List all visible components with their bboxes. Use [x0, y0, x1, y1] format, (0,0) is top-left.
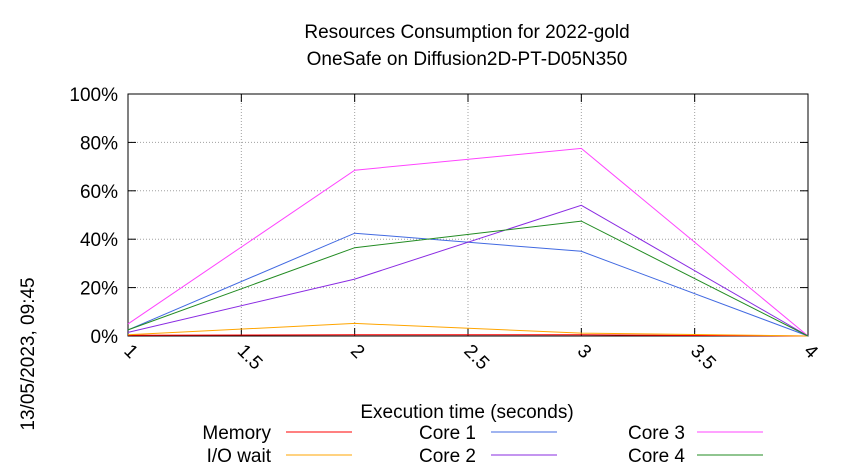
legend-label-core-2: Core 2 — [419, 446, 476, 467]
y-tick-label: 100% — [69, 85, 118, 106]
y-tick-label: 20% — [80, 279, 118, 300]
chart-title: Resources Consumption for 2022-gold — [304, 22, 629, 43]
y-tick-label: 60% — [80, 182, 118, 203]
x-tick-label: 1 — [119, 341, 141, 363]
y-axis: 0% 20% 40% 60% 80% 100% — [69, 85, 808, 348]
legend-label-memory: Memory — [202, 423, 271, 444]
series-line-i-o-wait — [127, 322, 809, 337]
x-tick-label: 2 — [346, 341, 368, 363]
series-lines — [127, 147, 809, 337]
x-axis-label: Execution time (seconds) — [360, 402, 573, 423]
x-tick-label: 4 — [799, 341, 822, 364]
series-line-core-2 — [127, 204, 809, 337]
series-line-core-4 — [127, 220, 809, 337]
x-tick-label: 1.5 — [233, 341, 267, 375]
y-tick-label: 40% — [80, 230, 118, 251]
series-line-memory — [127, 334, 809, 337]
grid — [128, 94, 808, 336]
y-tick-label: 0% — [91, 327, 119, 348]
legend-label-i-o-wait: I/O wait — [207, 446, 272, 467]
legend-label-core-1: Core 1 — [419, 423, 476, 444]
legend-label-core-3: Core 3 — [628, 423, 685, 444]
x-tick-label: 2.5 — [459, 341, 493, 375]
timestamp-label: 13/05/2023, 09:45 — [18, 277, 39, 430]
series-line-core-3 — [127, 147, 809, 337]
y-tick-label: 80% — [80, 133, 118, 154]
x-tick-label: 3 — [573, 341, 595, 363]
legend-label-core-4: Core 4 — [628, 446, 685, 467]
chart-subtitle: OneSafe on Diffusion2D-PT-D05N350 — [307, 49, 628, 70]
x-tick-label: 3.5 — [686, 341, 720, 375]
